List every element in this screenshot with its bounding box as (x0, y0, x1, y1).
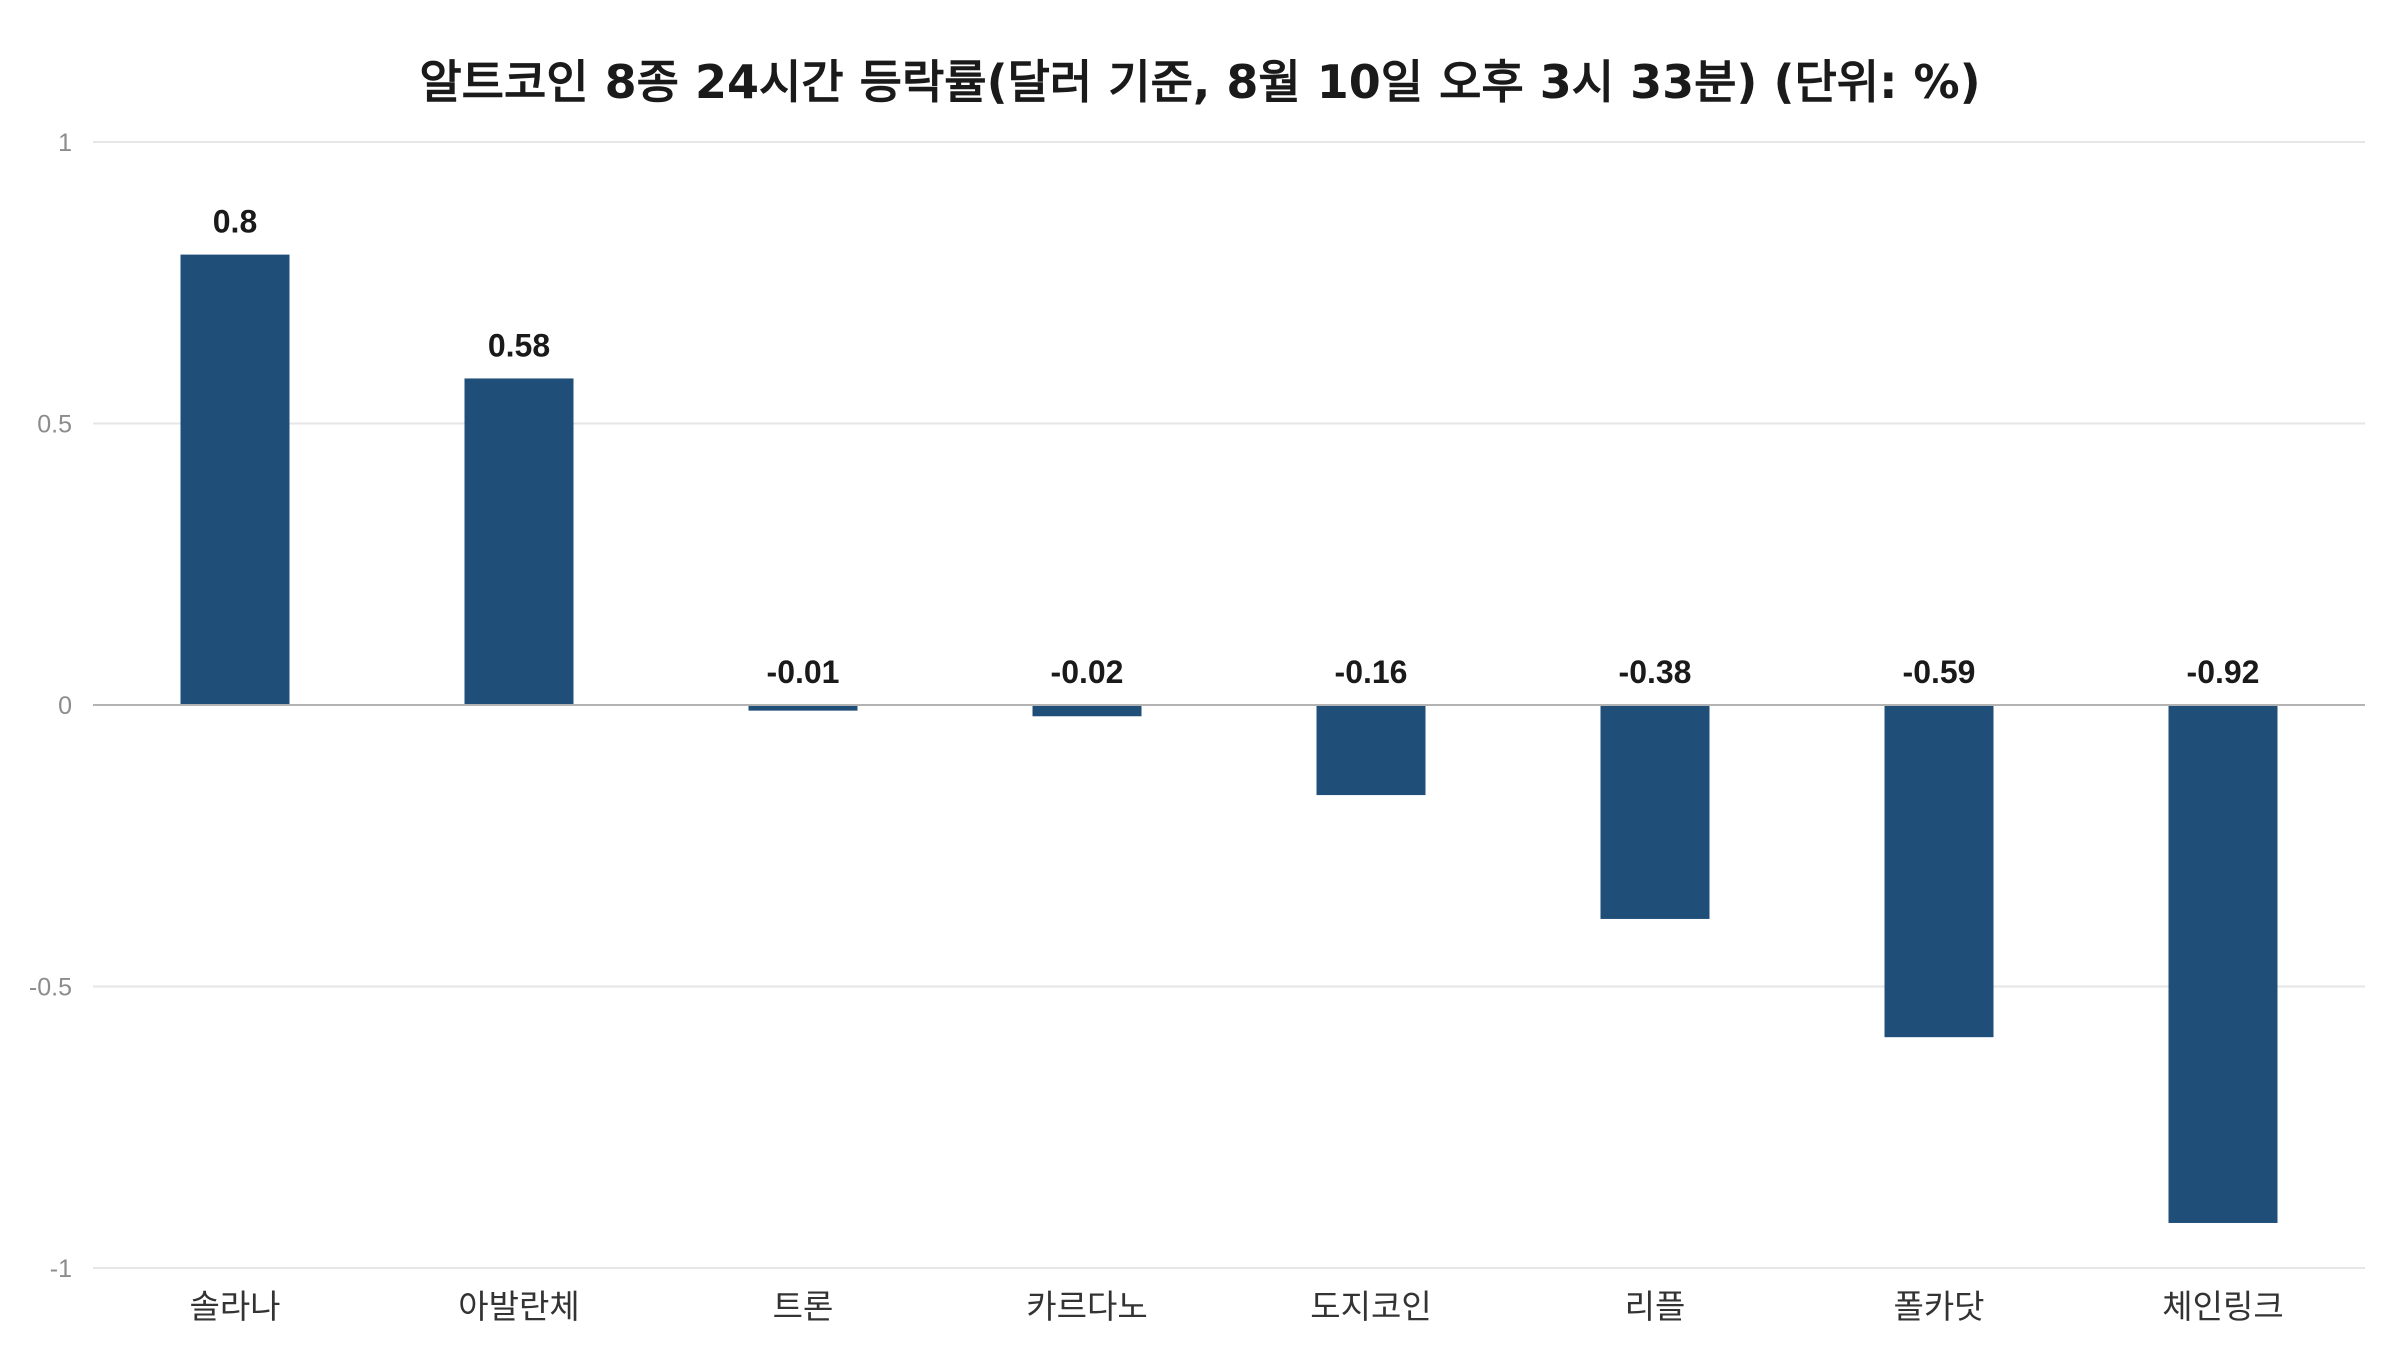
x-axis-ticks: 솔라나 아발란체 트론 카르다노 도지코인 리플 폴카닷 체인링크 (189, 1287, 2283, 1326)
data-label: -0.02 (1051, 654, 1124, 690)
bar (1600, 705, 1710, 919)
data-labels: 0.8 0.58 -0.01 -0.02 -0.16 -0.38 -0.59 -0.92 (213, 204, 2260, 690)
data-label: -0.01 (767, 654, 840, 690)
bar (180, 254, 290, 705)
data-label: -0.92 (2187, 654, 2260, 690)
x-tick-label: 카르다노 (1026, 1287, 1147, 1326)
y-tick-label: 1 (58, 129, 72, 157)
x-tick-label: 솔라나 (189, 1287, 280, 1326)
bar (1884, 705, 1994, 1038)
data-label: 0.8 (213, 204, 257, 240)
bar (2168, 705, 2278, 1223)
x-tick-label: 체인링크 (2162, 1287, 2283, 1326)
x-tick-label: 폴카닷 (1893, 1287, 1984, 1326)
y-tick-label: 0 (58, 692, 72, 720)
bar (464, 378, 574, 705)
bar (1316, 705, 1426, 796)
y-tick-label: 0.5 (37, 411, 72, 439)
x-tick-label: 리플 (1625, 1287, 1686, 1326)
x-tick-label: 아발란체 (458, 1287, 579, 1326)
data-label: 0.58 (488, 327, 550, 363)
data-label: -0.38 (1619, 654, 1692, 690)
chart-title: 알트코인 8종 24시간 등락률(달러 기준, 8월 10일 오후 3시 33분… (419, 55, 1981, 109)
bars (180, 254, 2278, 1223)
y-axis-ticks: 1 0.5 0 -0.5 -1 (29, 129, 72, 1283)
data-label: -0.16 (1335, 654, 1408, 690)
y-tick-label: -0.5 (29, 974, 72, 1002)
bar (748, 705, 858, 711)
y-tick-label: -1 (50, 1255, 72, 1283)
x-tick-label: 도지코인 (1310, 1287, 1431, 1326)
bar (1032, 705, 1142, 717)
x-tick-label: 트론 (773, 1287, 834, 1326)
data-label: -0.59 (1903, 654, 1976, 690)
